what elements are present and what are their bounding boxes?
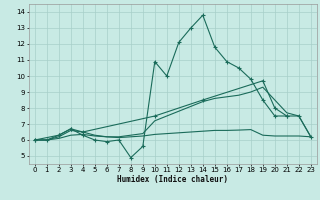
X-axis label: Humidex (Indice chaleur): Humidex (Indice chaleur)	[117, 175, 228, 184]
